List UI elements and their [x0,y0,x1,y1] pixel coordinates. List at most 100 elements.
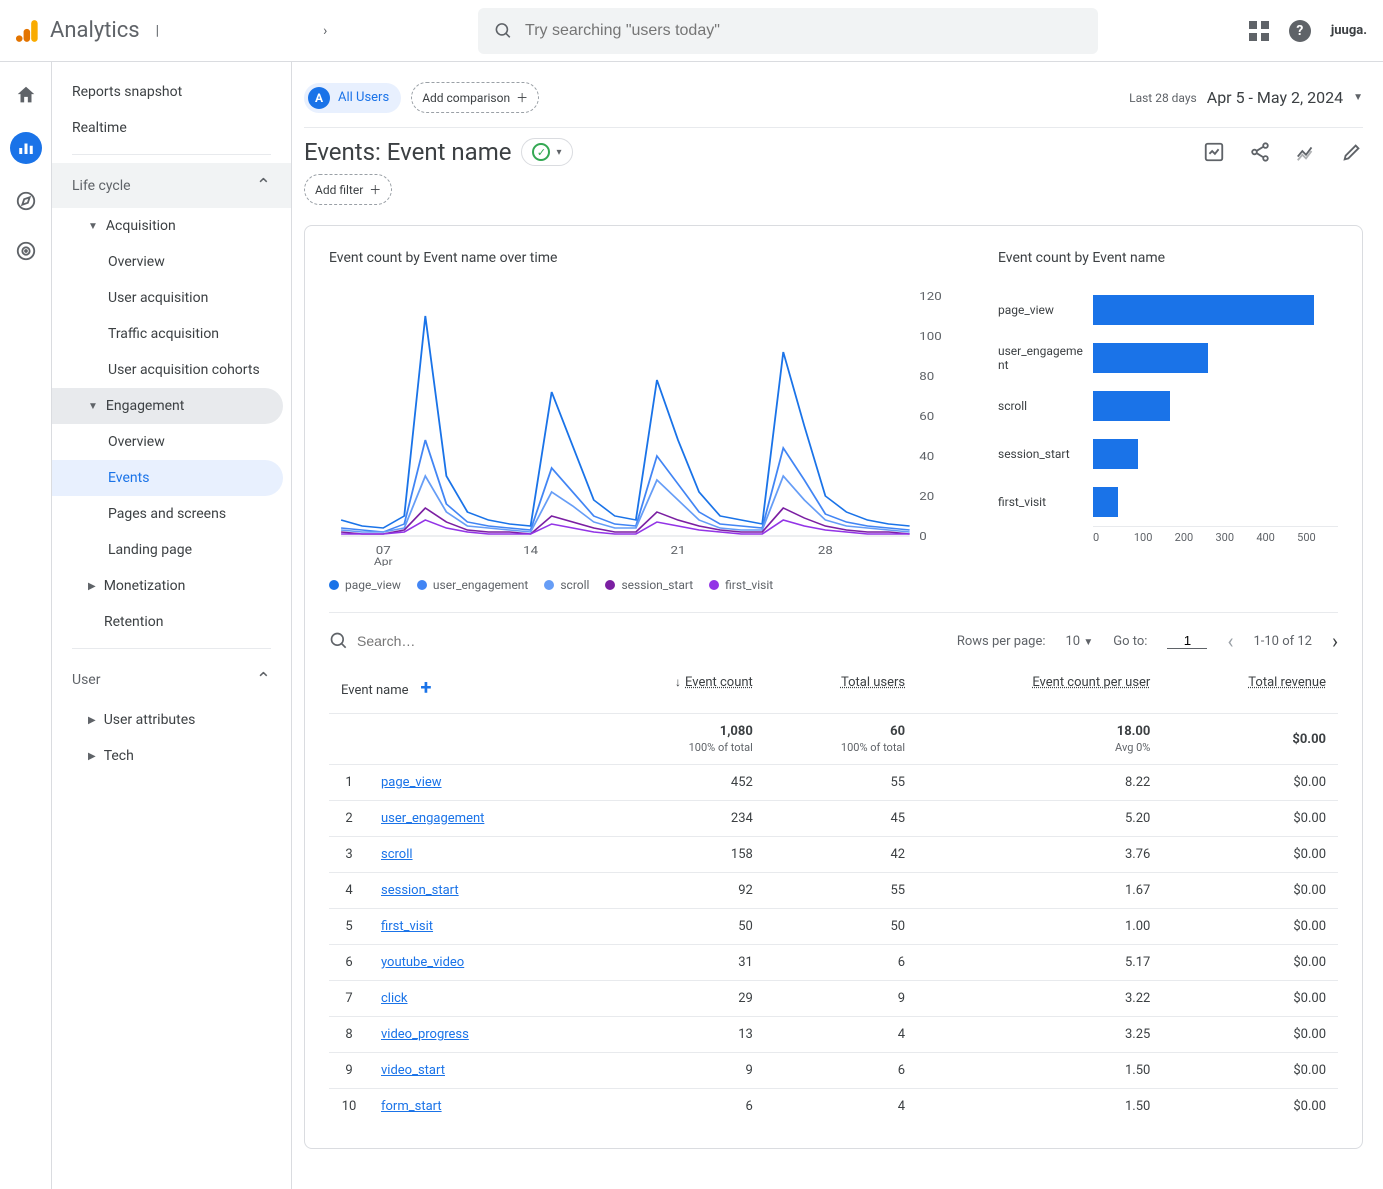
search-box[interactable] [478,8,1098,54]
sidebar-item-eng-overview[interactable]: Overview [52,424,291,460]
sidebar-item-acq-overview[interactable]: Overview [52,244,291,280]
table-search-input[interactable] [357,633,538,649]
bar-row: scroll [998,382,1338,430]
bar-row: session_start [998,430,1338,478]
event-link[interactable]: session_start [381,883,459,898]
goto-label: Go to: [1113,634,1147,649]
plus-icon[interactable]: + [421,675,432,699]
logo-block: Analytics | › [16,18,327,44]
sidebar-item-traffic-acquisition[interactable]: Traffic acquisition [52,316,291,352]
share-icon[interactable] [1249,141,1271,163]
sidebar-item-user-attributes[interactable]: ▶User attributes [52,702,291,738]
chevron-up-icon: ⌃ [256,669,271,690]
nav-rail [0,62,52,1189]
sidebar-item-snapshot[interactable]: Reports snapshot [52,74,291,110]
rail-advertising-icon[interactable] [13,238,39,264]
event-link[interactable]: user_engagement [381,811,484,826]
event-link[interactable]: first_visit [381,919,433,934]
rows-per-page-select[interactable]: 10 ▼ [1066,634,1094,649]
col-event-name[interactable]: Event name+ [329,661,589,714]
apps-icon[interactable] [1249,21,1269,41]
pager-prev-icon[interactable]: ‹ [1227,629,1233,653]
svg-text:28: 28 [818,544,833,557]
sidebar-item-retention[interactable]: Retention [52,604,291,640]
table-search[interactable] [329,631,937,651]
sidebar-item-acquisition[interactable]: ▼Acquisition [52,208,291,244]
legend-item[interactable]: session_start [605,578,693,592]
event-link[interactable]: form_start [381,1099,442,1114]
date-range-picker[interactable]: Last 28 days Apr 5 - May 2, 2024 ▼ [1129,88,1363,107]
customize-icon[interactable] [1203,141,1225,163]
insights-icon[interactable] [1295,141,1317,163]
search-input[interactable] [525,22,1082,40]
sidebar-item-realtime[interactable]: Realtime [52,110,291,146]
svg-text:0: 0 [919,530,927,543]
caret-down-icon: ▼ [1083,637,1093,648]
content: AAll Users Add comparison＋ Last 28 days … [292,62,1383,1189]
caret-down-icon: ▼ [88,221,98,232]
sidebar-item-tech[interactable]: ▶Tech [52,738,291,774]
table-row: 8video_progress1343.25$0.00 [329,1017,1338,1053]
bar-row: user_engagement [998,334,1338,382]
pager-text: 1-10 of 12 [1253,634,1312,649]
rail-home-icon[interactable] [13,82,39,108]
caret-right-icon: ▶ [88,581,96,592]
help-icon[interactable]: ? [1289,20,1311,42]
event-link[interactable]: video_start [381,1063,445,1078]
event-link[interactable]: video_progress [381,1027,469,1042]
sidebar-section-user[interactable]: User⌃ [52,657,291,702]
table-row: 5first_visit50501.00$0.00 [329,909,1338,945]
legend-item[interactable]: user_engagement [417,578,528,592]
svg-text:80: 80 [919,370,934,383]
chip-all-users[interactable]: AAll Users [304,83,401,113]
table-row: 7click2993.22$0.00 [329,981,1338,1017]
table-row: 2user_engagement234455.20$0.00 [329,801,1338,837]
table-row: 9video_start961.50$0.00 [329,1053,1338,1089]
sidebar-item-engagement[interactable]: ▼Engagement [52,388,283,424]
edit-icon[interactable] [1341,141,1363,163]
col-event-count[interactable]: ↓Event count [589,661,765,714]
event-link[interactable]: youtube_video [381,955,464,970]
sidebar-section-lifecycle[interactable]: Life cycle⌃ [52,163,291,208]
product-name: Analytics [50,18,140,43]
chip-add-filter[interactable]: Add filter＋ [304,174,392,205]
sidebar-item-user-acquisition[interactable]: User acquisition [52,280,291,316]
page-title: Events: Event name ✓▾ [304,138,573,166]
sidebar-item-landing-page[interactable]: Landing page [52,532,291,568]
sidebar-item-events[interactable]: Events [52,460,283,496]
segment-badge: A [308,87,330,109]
analytics-logo-icon [16,18,42,44]
rows-per-page-label: Rows per page: [957,634,1046,649]
goto-input[interactable] [1167,633,1207,649]
col-per-user[interactable]: Event count per user [917,661,1162,714]
col-revenue[interactable]: Total revenue [1162,661,1338,714]
rail-reports-icon[interactable] [10,132,42,164]
sidebar-item-monetization[interactable]: ▶Monetization [52,568,291,604]
svg-text:Apr: Apr [374,556,393,566]
table-row: 3scroll158423.76$0.00 [329,837,1338,873]
plus-icon: ＋ [369,181,381,198]
sidebar: Reports snapshot Realtime Life cycle⌃ ▼A… [52,62,292,1189]
sidebar-item-pages-screens[interactable]: Pages and screens [52,496,291,532]
legend-item[interactable]: scroll [544,578,589,592]
account-brand[interactable]: juuga. [1331,23,1367,38]
bar-row: first_visit [998,478,1338,526]
pager-next-icon[interactable]: › [1332,629,1338,653]
caret-down-icon: ▾ [556,147,561,158]
legend-item[interactable]: page_view [329,578,401,592]
legend-item[interactable]: first_visit [709,578,773,592]
line-chart-title: Event count by Event name over time [329,250,958,266]
rail-explore-icon[interactable] [13,188,39,214]
svg-text:60: 60 [919,410,934,423]
col-total-users[interactable]: Total users [765,661,917,714]
bar-row: page_view [998,286,1338,334]
chevron-right-icon: › [323,23,327,39]
sort-down-icon: ↓ [675,675,681,689]
event-link[interactable]: scroll [381,847,413,862]
title-status-badge[interactable]: ✓▾ [521,138,572,166]
event-link[interactable]: click [381,991,408,1006]
chip-add-comparison[interactable]: Add comparison＋ [411,82,539,113]
sidebar-item-user-acq-cohorts[interactable]: User acquisition cohorts [52,352,291,388]
event-link[interactable]: page_view [381,775,442,790]
check-icon: ✓ [532,143,550,161]
